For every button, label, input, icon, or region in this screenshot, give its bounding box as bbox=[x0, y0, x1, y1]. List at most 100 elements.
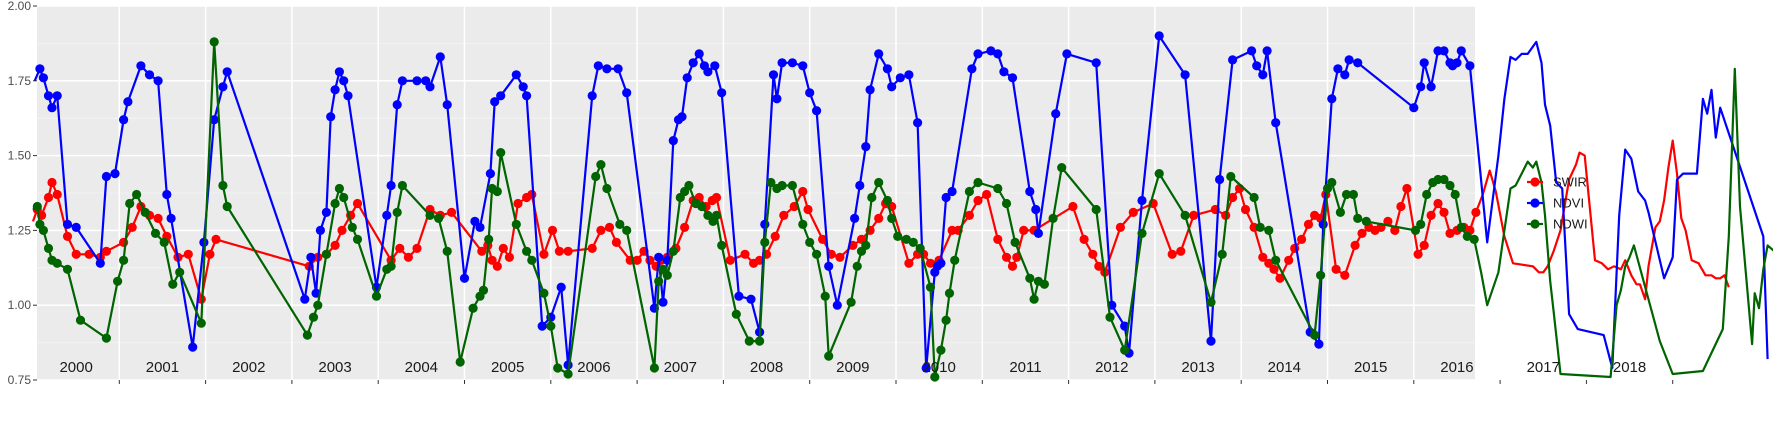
data-point bbox=[895, 73, 905, 83]
data-point bbox=[485, 169, 495, 179]
data-point bbox=[770, 231, 780, 241]
data-point bbox=[1088, 249, 1098, 259]
data-point bbox=[1019, 225, 1029, 235]
year-label: 2017 bbox=[1527, 359, 1560, 376]
data-point bbox=[717, 88, 727, 98]
data-point bbox=[32, 201, 42, 212]
data-point bbox=[1252, 61, 1262, 71]
data-point bbox=[1039, 279, 1049, 289]
data-point bbox=[1409, 103, 1419, 113]
data-point bbox=[321, 207, 331, 217]
legend-label: SWIR bbox=[1553, 175, 1587, 190]
data-point bbox=[1422, 189, 1432, 200]
data-point bbox=[425, 82, 435, 92]
data-point bbox=[110, 169, 120, 179]
data-point bbox=[820, 291, 830, 301]
data-point bbox=[1091, 58, 1101, 68]
data-point bbox=[1262, 46, 1272, 56]
data-point bbox=[867, 192, 877, 203]
year-label: 2001 bbox=[146, 359, 179, 376]
data-point bbox=[846, 297, 856, 307]
data-point bbox=[1255, 222, 1265, 232]
data-point bbox=[812, 249, 822, 259]
data-point bbox=[1413, 249, 1423, 259]
data-point bbox=[1445, 180, 1455, 191]
year-labels: 2000 2001 2002 2003 2004 2005 2006 2007 2008 2009… bbox=[59, 359, 1646, 376]
y-tick-label: 1.75 bbox=[8, 74, 32, 88]
data-point bbox=[947, 186, 957, 197]
data-point bbox=[113, 276, 123, 286]
data-point bbox=[339, 192, 349, 203]
data-point bbox=[62, 219, 73, 229]
data-point bbox=[119, 115, 129, 125]
data-point bbox=[1007, 73, 1018, 83]
data-point bbox=[835, 252, 845, 262]
data-point bbox=[855, 180, 865, 191]
data-point bbox=[222, 201, 232, 212]
data-point bbox=[887, 82, 897, 92]
data-point bbox=[1402, 183, 1412, 194]
data-point bbox=[973, 49, 983, 59]
data-point bbox=[725, 255, 735, 265]
data-point bbox=[1120, 345, 1130, 355]
year-label: 2018 bbox=[1613, 359, 1646, 376]
year-label: 2014 bbox=[1268, 359, 1301, 376]
data-point bbox=[43, 91, 54, 101]
data-point bbox=[772, 94, 782, 104]
data-point bbox=[1426, 82, 1436, 92]
data-point bbox=[496, 148, 506, 158]
data-point bbox=[874, 213, 884, 223]
data-point bbox=[1258, 252, 1268, 262]
data-point bbox=[330, 85, 340, 95]
data-point bbox=[546, 321, 556, 331]
data-point bbox=[1344, 55, 1354, 65]
data-point bbox=[798, 186, 808, 197]
data-point bbox=[556, 282, 566, 292]
series-ndwi bbox=[32, 37, 1773, 382]
year-label: 2007 bbox=[664, 359, 697, 376]
data-point bbox=[315, 225, 325, 235]
data-point bbox=[1025, 273, 1035, 283]
data-point bbox=[1383, 216, 1393, 226]
data-point bbox=[710, 61, 720, 71]
data-point bbox=[973, 195, 983, 206]
data-point bbox=[127, 222, 137, 232]
data-point bbox=[1137, 195, 1147, 206]
data-point bbox=[654, 252, 664, 262]
data-point bbox=[339, 76, 349, 86]
data-point bbox=[308, 312, 319, 322]
series-layer bbox=[31, 31, 1773, 382]
data-point bbox=[175, 267, 185, 277]
data-point bbox=[334, 183, 344, 194]
data-point bbox=[38, 73, 49, 83]
data-point bbox=[805, 237, 815, 247]
data-point bbox=[1465, 61, 1475, 71]
data-point bbox=[209, 115, 219, 125]
data-point bbox=[554, 246, 565, 256]
data-point bbox=[1396, 201, 1406, 212]
year-label: 2002 bbox=[232, 359, 265, 376]
data-point bbox=[1353, 213, 1363, 223]
data-point bbox=[313, 300, 323, 310]
data-point bbox=[166, 213, 176, 223]
data-point bbox=[1258, 70, 1268, 80]
data-point bbox=[682, 73, 692, 83]
data-point bbox=[1115, 222, 1125, 232]
year-label: 2006 bbox=[577, 359, 610, 376]
data-point bbox=[470, 216, 480, 226]
data-point bbox=[1327, 94, 1337, 104]
data-point bbox=[993, 234, 1003, 244]
data-point bbox=[539, 249, 549, 259]
data-point bbox=[893, 231, 903, 241]
data-point bbox=[395, 243, 405, 253]
data-point bbox=[1471, 207, 1481, 217]
data-point bbox=[1316, 270, 1326, 280]
data-point bbox=[504, 252, 514, 262]
data-point bbox=[392, 100, 402, 110]
data-point bbox=[35, 64, 45, 74]
data-point bbox=[882, 64, 893, 74]
data-point bbox=[527, 255, 537, 265]
data-point bbox=[498, 243, 508, 253]
data-point bbox=[52, 91, 62, 101]
